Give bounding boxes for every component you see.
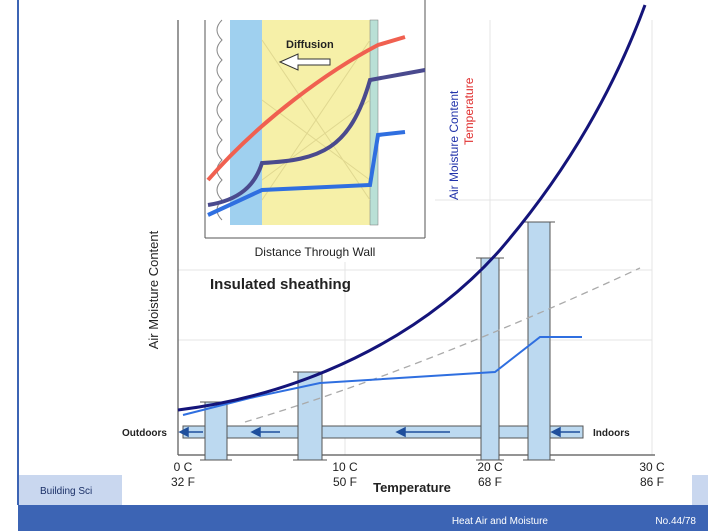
indoors-label: Indoors [593, 428, 630, 439]
tick-f: 32 F [171, 475, 195, 489]
x-ticks: 0 C 32 F 10 C 50 F 20 C 68 F 30 C 86 F [171, 460, 665, 489]
chart-mask [122, 470, 692, 505]
inset-moisture-dark [207, 68, 426, 207]
inset-temperature-label: Temperature [462, 77, 476, 145]
inset-moisture [207, 130, 406, 217]
inset-drywall [369, 19, 379, 226]
moisture-line [182, 336, 582, 416]
tick-f: 68 F [478, 475, 502, 489]
diffusion-arrow [278, 53, 331, 71]
pillar-caps [200, 221, 555, 461]
footer-bar [18, 505, 708, 531]
tick-f: 86 F [640, 475, 664, 489]
tick-c: 20 C [477, 460, 503, 474]
dashed-line [244, 267, 641, 423]
caption: Insulated sheathing [210, 276, 351, 293]
inset-x-label: Distance Through Wall [255, 245, 376, 259]
tick-c: 30 C [639, 460, 665, 474]
tick-c: 10 C [332, 460, 358, 474]
inset-insulation-pattern [261, 39, 371, 201]
flow-arrows [178, 426, 580, 438]
inset-moisture-label: Air Moisture Content [447, 90, 461, 200]
outdoors-label: Outdoors [122, 428, 167, 439]
ducts [182, 221, 584, 461]
footer-title: Heat Air and Moisture [452, 516, 549, 527]
inset-temperature [206, 35, 406, 182]
footer-left: Building Sci [40, 486, 92, 497]
saturation-curve [177, 4, 647, 412]
x-axis-label: Temperature [373, 480, 451, 495]
tick-f: 50 F [333, 475, 357, 489]
diffusion-label: Diffusion [286, 39, 334, 51]
y-axis-label: Air Moisture Content [146, 230, 161, 349]
tick-c: 0 C [174, 460, 193, 474]
inset-cladding [216, 19, 223, 221]
footer-page: No.44/78 [655, 516, 696, 527]
